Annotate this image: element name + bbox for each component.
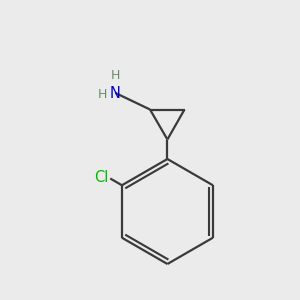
Text: N: N <box>110 85 121 100</box>
Text: H: H <box>98 88 108 101</box>
Text: Cl: Cl <box>94 169 109 184</box>
Text: H: H <box>111 69 120 82</box>
